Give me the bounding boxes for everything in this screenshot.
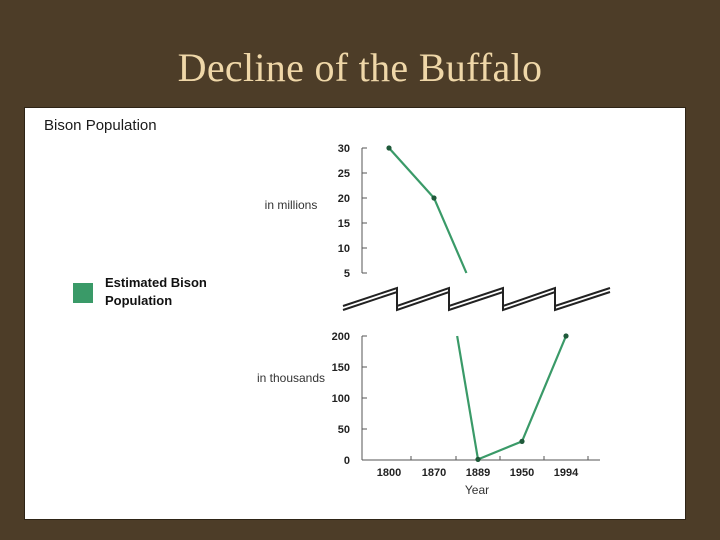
upper-data-point xyxy=(386,145,392,151)
upper-data-point xyxy=(431,195,437,201)
upper-series-line xyxy=(388,147,468,274)
upper-y-tick-label: 10 xyxy=(338,243,350,255)
chart-title: Bison Population xyxy=(44,117,157,134)
x-tick-label: 1950 xyxy=(510,467,534,479)
lower-data-point xyxy=(563,333,569,339)
upper-y-tick-label: 20 xyxy=(338,193,350,205)
x-tick-label: 1870 xyxy=(422,467,446,479)
upper-y-tick-label: 15 xyxy=(338,218,350,230)
upper-unit-label: in millions xyxy=(264,198,318,212)
lower-y-tick-label: 200 xyxy=(332,331,350,343)
upper-y-tick-label: 30 xyxy=(338,143,350,155)
lower-data-point xyxy=(519,438,525,444)
lower-y-tick-label: 150 xyxy=(332,362,350,374)
bison-population-chart: 30 25 20 15 10 5 200 150 100 50 0 1800 1870 1889 1950 1… xyxy=(332,143,611,497)
lower-y-tick-label: 50 xyxy=(338,424,350,436)
chart-panel: Bison Population Estimated Bison Populat… xyxy=(24,107,686,520)
axis-break-lower xyxy=(342,290,611,312)
x-tick-label: 1994 xyxy=(554,467,579,479)
legend-swatch xyxy=(73,283,93,303)
lower-unit-label: in thousands xyxy=(256,371,326,385)
slide-title: Decline of the Buffalo xyxy=(177,45,543,90)
x-tick-label: 1800 xyxy=(377,467,401,479)
chart-legend: Estimated Bison Population xyxy=(73,274,243,314)
upper-y-tick-label: 25 xyxy=(338,168,350,180)
x-axis-title: Year xyxy=(465,483,489,497)
lower-series-line xyxy=(456,335,568,461)
upper-y-tick-label: 5 xyxy=(344,268,350,280)
legend-label: Estimated Bison Population xyxy=(105,275,207,308)
lower-y-tick-label: 0 xyxy=(344,455,350,467)
lower-data-point xyxy=(475,456,481,462)
lower-y-tick-label: 100 xyxy=(332,393,350,405)
x-tick-label: 1889 xyxy=(466,467,490,479)
